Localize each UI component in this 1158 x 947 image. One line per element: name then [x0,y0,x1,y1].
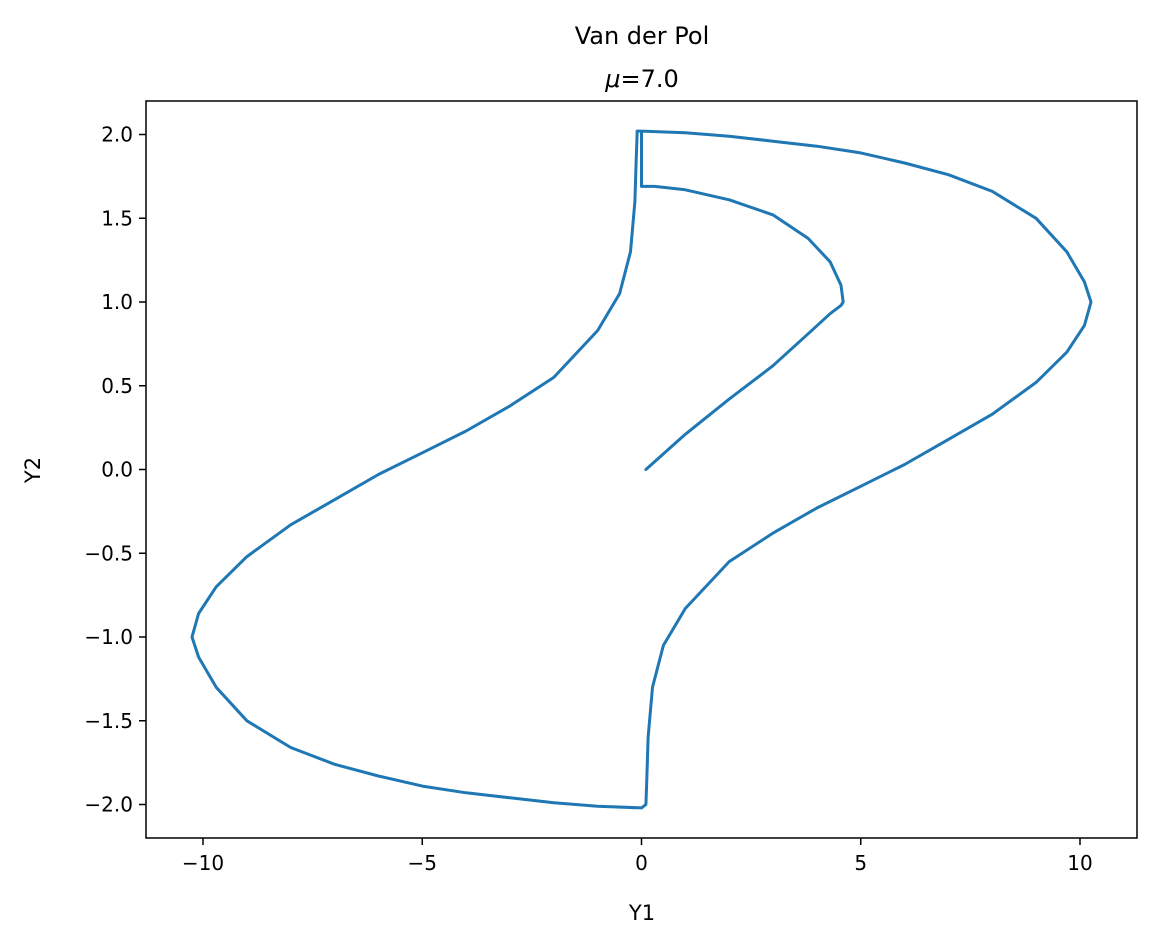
x-tick-label: 10 [1067,851,1092,875]
mu-symbol: μ [604,65,620,93]
chart-subtitle: μ=7.0 [604,65,679,93]
y-tick-label: 1.5 [101,206,133,230]
y-axis-ticks: 2.0 1.5 1.0 0.5 0.0 −0.5 −1.0 −1.5 −2.0 [84,123,146,817]
y-tick-label: −0.5 [84,541,133,565]
y-tick-label: −2.0 [84,793,133,817]
y-tick-label: 0.5 [101,374,133,398]
y-tick-label: 1.0 [101,290,133,314]
x-tick-label: 5 [854,851,867,875]
x-tick-label: −5 [408,851,437,875]
mu-value: =7.0 [621,65,679,93]
x-axis-ticks: −10 −5 0 5 10 [182,838,1093,875]
y-tick-label: −1.0 [84,625,133,649]
y-tick-label: −1.5 [84,709,133,733]
y-tick-label: 0.0 [101,458,133,482]
y-tick-label: 2.0 [101,123,133,147]
plot-area [145,100,1138,839]
series-line [190,129,1093,810]
x-tick-label: 0 [635,851,648,875]
axes-frame [145,100,1138,839]
y-axis-label: Y2 [21,457,45,484]
chart-title: Van der Pol [575,22,710,50]
x-axis-label: Y1 [628,901,655,925]
x-tick-label: −10 [182,851,224,875]
